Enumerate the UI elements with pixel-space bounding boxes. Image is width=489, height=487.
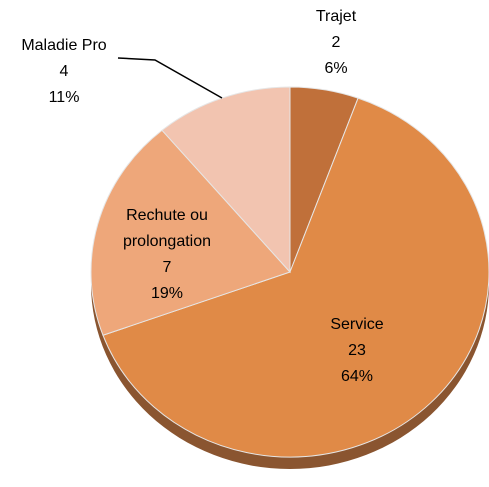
leader-line — [117, 57, 223, 99]
slice-label: Trajet 2 6% — [316, 4, 356, 82]
slice-label: Maladie Pro 4 11% — [21, 33, 106, 111]
pie-slice — [102, 97, 489, 458]
slice-percent: 6% — [324, 60, 348, 77]
slice-label: Service 23 64% — [330, 312, 383, 390]
slice-percent: 64% — [340, 368, 374, 385]
slice-value: 23 — [348, 342, 366, 359]
slice-name: Trajet — [315, 8, 357, 25]
slice-label: Rechute ou prolongation 7 19% — [107, 203, 227, 307]
slice-name: Maladie Pro — [21, 37, 107, 54]
pie-slice — [161, 86, 291, 274]
slice-percent: 11% — [48, 89, 80, 106]
slice-name: Rechute ou prolongation — [122, 207, 212, 250]
pie-slice — [90, 129, 291, 336]
slice-value: 2 — [331, 34, 341, 51]
slice-value: 4 — [59, 63, 69, 80]
slice-value: 7 — [162, 259, 172, 276]
slice-name: Service — [330, 316, 384, 333]
slice-percent: 19% — [150, 285, 184, 302]
